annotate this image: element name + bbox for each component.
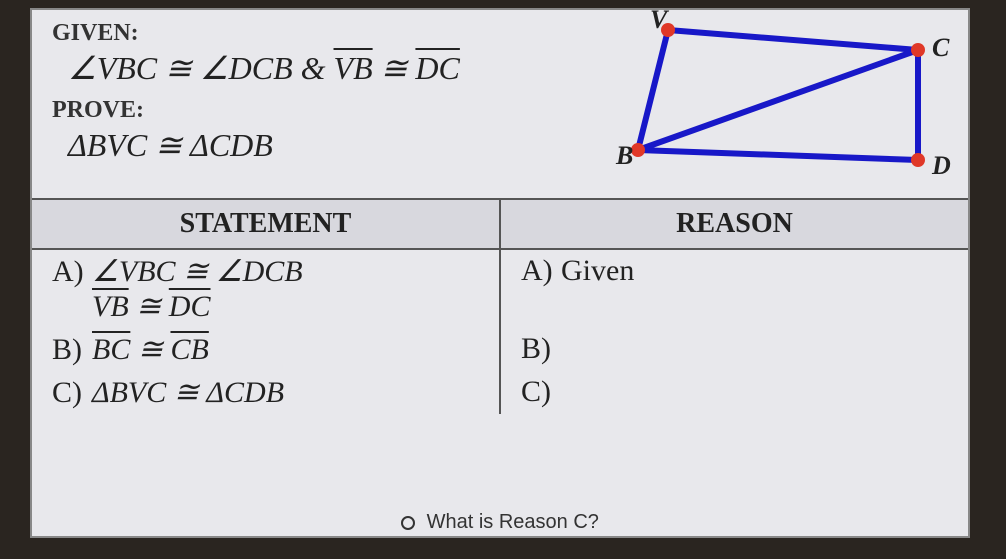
segment <box>638 30 668 150</box>
figure-diagram: V C B D <box>608 10 968 198</box>
radio-icon[interactable] <box>401 516 415 530</box>
reason-cell: B) <box>500 328 968 371</box>
segment <box>638 150 918 160</box>
vertex-point <box>911 43 925 57</box>
header-reason: REASON <box>500 200 968 249</box>
vertex-label: V <box>650 10 670 34</box>
header-statement: STATEMENT <box>32 200 500 249</box>
given-label: GIVEN: <box>52 20 588 47</box>
table-row: A)∠VBC ≅ ∠DCBVB ≅ DCA)Given <box>32 249 968 328</box>
proof-page: GIVEN: ∠VBC ≅ ∠DCB & VB ≅ DC PROVE: ΔBVC… <box>30 8 970 538</box>
top-section: GIVEN: ∠VBC ≅ ∠DCB & VB ≅ DC PROVE: ΔBVC… <box>32 10 968 200</box>
statement-cell: B)BC ≅ CB <box>32 328 500 371</box>
diagram-svg: V C B D <box>608 10 968 200</box>
proof-table: STATEMENT REASON A)∠VBC ≅ ∠DCBVB ≅ DCA)G… <box>32 200 968 414</box>
statement-cell: A)∠VBC ≅ ∠DCBVB ≅ DC <box>32 249 500 328</box>
reason-cell: C) <box>500 371 968 414</box>
reason-cell: A)Given <box>500 249 968 328</box>
segment <box>638 50 918 150</box>
segment <box>668 30 918 50</box>
question-bar: What is Reason C? <box>32 511 968 534</box>
prove-expression: ΔBVC ≅ ΔCDB <box>68 126 588 164</box>
given-expression: ∠VBC ≅ ∠DCB & VB ≅ DC <box>68 49 588 87</box>
table-row: C)ΔBVC ≅ ΔCDBC) <box>32 371 968 414</box>
prove-label: PROVE: <box>52 97 588 124</box>
vertex-label: C <box>932 33 950 62</box>
vertex-label: D <box>931 151 951 180</box>
question-text: What is Reason C? <box>427 511 599 533</box>
table-row: B)BC ≅ CBB) <box>32 328 968 371</box>
vertex-label: B <box>615 141 633 170</box>
vertex-point <box>911 153 925 167</box>
given-prove-block: GIVEN: ∠VBC ≅ ∠DCB & VB ≅ DC PROVE: ΔBVC… <box>32 10 608 198</box>
statement-cell: C)ΔBVC ≅ ΔCDB <box>32 371 500 414</box>
